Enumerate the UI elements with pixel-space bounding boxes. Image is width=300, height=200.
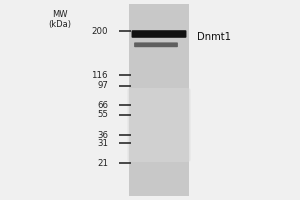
Text: 55: 55	[97, 110, 108, 119]
FancyBboxPatch shape	[132, 30, 187, 38]
FancyBboxPatch shape	[134, 42, 178, 47]
Text: 36: 36	[97, 131, 108, 140]
Text: MW
(kDa): MW (kDa)	[49, 10, 71, 29]
Text: 66: 66	[97, 100, 108, 110]
Text: 200: 200	[92, 26, 108, 36]
Text: 116: 116	[92, 71, 108, 79]
Text: 21: 21	[97, 158, 108, 167]
Bar	[129, 4, 189, 196]
Text: Dnmt1: Dnmt1	[196, 32, 230, 42]
FancyBboxPatch shape	[128, 88, 190, 162]
Text: 31: 31	[97, 138, 108, 147]
Text: 97: 97	[97, 81, 108, 90]
